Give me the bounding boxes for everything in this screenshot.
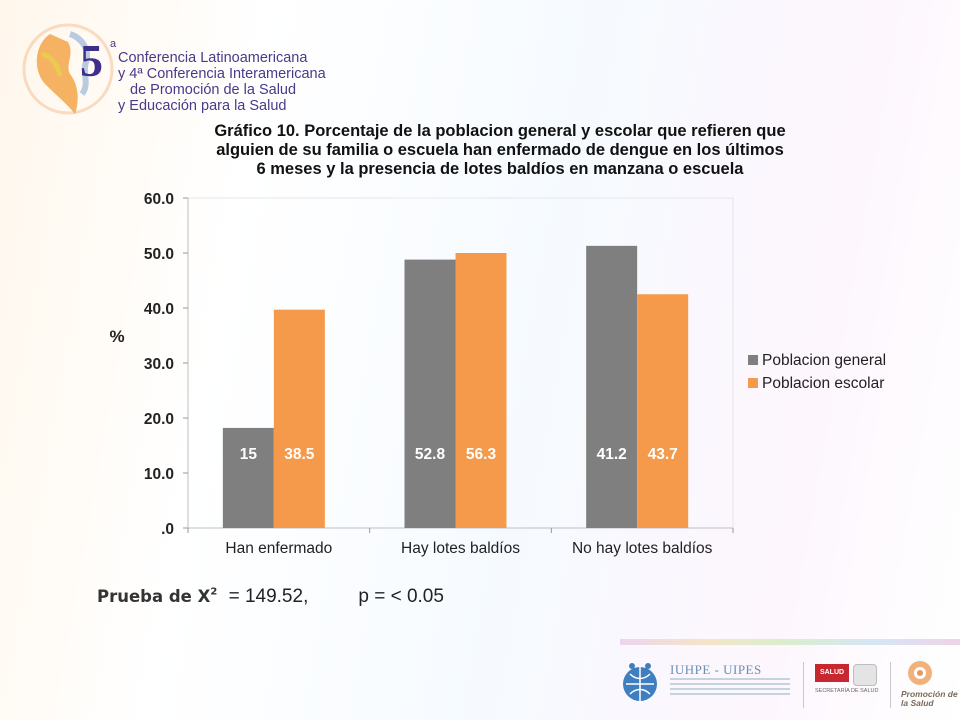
bar-escolar: [455, 253, 507, 528]
chi-square-result: Prueba de X2 = 149.52, p = < 0.05: [97, 586, 444, 608]
test-value: = 149.52,: [223, 586, 309, 607]
conference-logo: 5: [22, 23, 114, 115]
x-tick-label: Han enfermado: [225, 540, 332, 557]
promocion-salud-logo-icon: [908, 661, 932, 685]
logo-numeral: 5: [80, 35, 103, 86]
salud-logo: SALUD SECRETARÍA DE SALUD: [815, 664, 879, 708]
legend-label: Poblacion general: [762, 352, 886, 369]
iuhpe-globe-icon: [623, 663, 657, 701]
chart-title: Gráfico 10. Porcentaje de la poblacion g…: [150, 122, 850, 179]
test-superscript: 2: [210, 586, 218, 598]
bar-general: [404, 259, 456, 528]
iuhpe-fine-print: [670, 678, 790, 700]
data-label: 56.3: [466, 446, 497, 463]
conference-line-4: y Educación para la Salud: [118, 98, 287, 114]
salud-tag: SALUD: [815, 664, 849, 682]
chart-title-line-2: alguien de su familia o escuela han enfe…: [216, 141, 784, 159]
data-label: 38.5: [284, 446, 315, 463]
logo-divider: [890, 662, 891, 708]
y-tick-label: 20.0: [144, 411, 174, 428]
logo-superscript: a: [110, 38, 117, 50]
y-tick-label: 50.0: [144, 246, 174, 263]
bar-escolar: [637, 294, 689, 528]
iuhpe-name: IUHPE - UIPES: [670, 662, 762, 677]
data-label: 52.8: [415, 446, 446, 463]
x-tick-label: Hay lotes baldíos: [401, 540, 520, 557]
test-label: Prueba de X: [97, 587, 211, 606]
chart-title-line-1: Gráfico 10. Porcentaje de la poblacion g…: [214, 122, 786, 140]
legend-label: Poblacion escolar: [762, 375, 884, 392]
conference-line-1: Conferencia Latinoamericana: [118, 50, 308, 66]
bar-general: [586, 245, 638, 528]
bar-escolar: [273, 309, 325, 528]
salud-secretaria: SECRETARÍA DE SALUD: [815, 688, 879, 694]
y-tick-label: .0: [161, 521, 174, 538]
conference-line-2: y 4ª Conferencia Interamericana: [118, 66, 326, 82]
x-tick-label: No hay lotes baldíos: [572, 540, 713, 557]
partner-logos: IUHPE - UIPES SALUD SECRETARÍA DE SALUD …: [618, 656, 958, 716]
data-label: 43.7: [648, 446, 678, 463]
p-value: p = < 0.05: [358, 586, 444, 607]
chart-title-line-3: 6 meses y la presencia de lotes baldíos …: [256, 160, 744, 178]
logo-divider: [803, 662, 804, 708]
y-axis-title: %: [109, 327, 124, 346]
legend-swatch: [748, 355, 758, 365]
footer-rainbow-bar: [620, 639, 960, 645]
y-tick-label: 40.0: [144, 301, 174, 318]
data-label: 15: [240, 446, 258, 463]
bar-general: [222, 427, 274, 528]
legend-swatch: [748, 378, 758, 388]
y-tick-label: 60.0: [144, 191, 174, 208]
y-tick-label: 30.0: [144, 356, 174, 373]
conference-title: a Conferencia Latinoamericana y 4ª Confe…: [110, 38, 326, 114]
mexico-shield-icon: [853, 664, 877, 686]
promocion-text: Promoción de la Salud: [901, 689, 958, 708]
y-tick-label: 10.0: [144, 466, 174, 483]
conference-line-3: de Promoción de la Salud: [130, 82, 297, 98]
data-label: 41.2: [597, 446, 627, 463]
